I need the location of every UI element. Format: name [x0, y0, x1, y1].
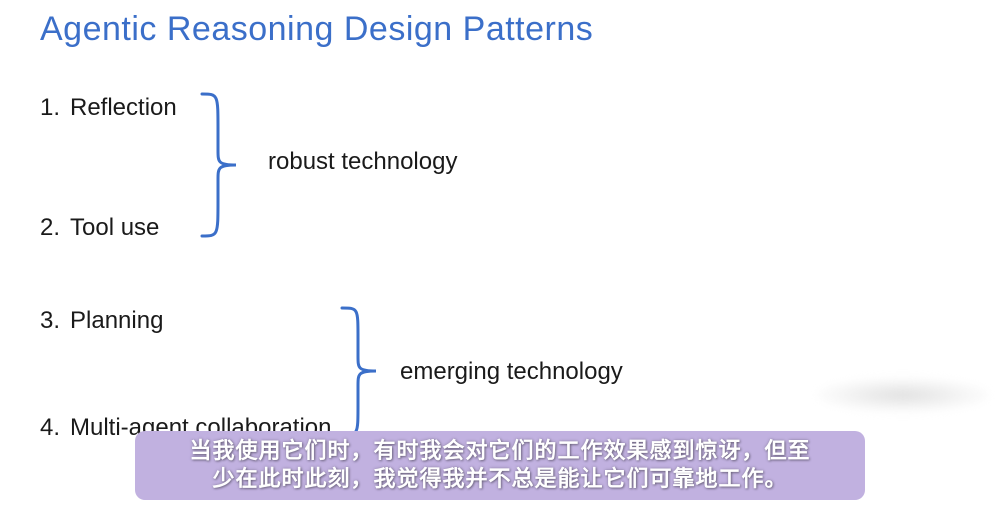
- subtitle-caption: 当我使用它们时，有时我会对它们的工作效果感到惊讶，但至 少在此时此刻，我觉得我并…: [135, 431, 865, 500]
- blur-artifact: [818, 378, 988, 412]
- item-number: 3.: [34, 307, 60, 335]
- item-number: 4.: [34, 414, 60, 442]
- list-item-2: 2. Tool use: [34, 214, 159, 242]
- item-label: Tool use: [70, 214, 159, 241]
- group-annotation-2: emerging technology: [400, 358, 623, 386]
- list-item-1: 1. Reflection: [34, 94, 177, 122]
- item-number: 2.: [34, 214, 60, 242]
- slide-title: Agentic Reasoning Design Patterns: [40, 10, 593, 49]
- subtitle-line-2: 少在此时此刻，我觉得我并不总是能让它们可靠地工作。: [212, 466, 787, 491]
- item-number: 1.: [34, 94, 60, 122]
- subtitle-line-1: 当我使用它们时，有时我会对它们的工作效果感到惊讶，但至: [189, 438, 810, 463]
- list-item-3: 3. Planning: [34, 307, 163, 335]
- slide: Agentic Reasoning Design Patterns 1. Refl…: [0, 0, 1000, 506]
- brace-icon: [200, 90, 240, 240]
- group-annotation-1: robust technology: [268, 148, 457, 176]
- brace-icon: [340, 304, 380, 439]
- item-label: Planning: [70, 307, 163, 334]
- item-label: Reflection: [70, 94, 177, 121]
